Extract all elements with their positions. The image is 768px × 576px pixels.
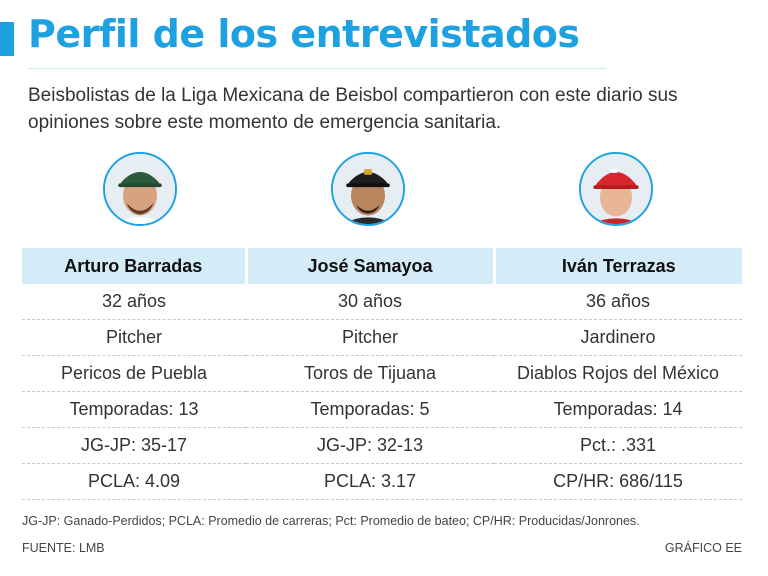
player-name-header: José Samayoa xyxy=(246,248,496,284)
table-row-seasons: Temporadas: 13 Temporadas: 5 Temporadas:… xyxy=(22,391,742,428)
table-row-position: Pitcher Pitcher Jardinero xyxy=(22,319,742,356)
stat-cell: JG-JP: 32-13 xyxy=(246,427,494,464)
player-photo-icon xyxy=(333,154,403,224)
player-name-header: Arturo Barradas xyxy=(22,248,248,284)
title-accent-bar xyxy=(0,22,14,56)
avatar-ivan-terrazas xyxy=(579,152,653,226)
player-photo-icon xyxy=(105,154,175,224)
table-row-stat2: PCLA: 4.09 PCLA: 3.17 CP/HR: 686/115 xyxy=(22,463,742,500)
intro-text: Beisbolistas de la Liga Mexicana de Beis… xyxy=(28,85,678,133)
seasons-cell: Temporadas: 13 xyxy=(22,391,246,428)
table-header-row: Arturo Barradas José Samayoa Iván Terraz… xyxy=(22,248,742,284)
position-cell: Pitcher xyxy=(246,319,494,356)
player-photos xyxy=(22,152,742,232)
title-divider xyxy=(28,68,606,69)
abbreviations-footnote: JG-JP: Ganado-Perdidos; PCLA: Promedio d… xyxy=(22,514,640,528)
avatar-jose-samayoa xyxy=(331,152,405,226)
table-row-stat1: JG-JP: 35-17 JG-JP: 32-13 Pct.: .331 xyxy=(22,427,742,464)
age-cell: 30 años xyxy=(246,284,494,320)
stat-cell: JG-JP: 35-17 xyxy=(22,427,246,464)
profiles-table: Arturo Barradas José Samayoa Iván Terraz… xyxy=(22,248,742,500)
player-photo-icon xyxy=(581,154,651,224)
stat-cell: CP/HR: 686/115 xyxy=(494,463,742,500)
player-name-header: Iván Terrazas xyxy=(494,248,742,284)
stat-cell: PCLA: 3.17 xyxy=(246,463,494,500)
table-row-age: 32 años 30 años 36 años xyxy=(22,284,742,320)
team-cell: Toros de Tijuana xyxy=(246,355,494,392)
table-row-team: Pericos de Puebla Toros de Tijuana Diabl… xyxy=(22,355,742,392)
stat-cell: PCLA: 4.09 xyxy=(22,463,246,500)
page-title: Perfil de los entrevistados xyxy=(28,12,580,56)
team-cell: Pericos de Puebla xyxy=(22,355,246,392)
age-cell: 36 años xyxy=(494,284,742,320)
source-label: FUENTE: LMB xyxy=(22,541,105,555)
seasons-cell: Temporadas: 14 xyxy=(494,391,742,428)
team-cell: Diablos Rojos del México xyxy=(494,355,742,392)
position-cell: Pitcher xyxy=(22,319,246,356)
age-cell: 32 años xyxy=(22,284,246,320)
graphic-credit: GRÁFICO EE xyxy=(664,541,742,555)
seasons-cell: Temporadas: 5 xyxy=(246,391,494,428)
stat-cell: Pct.: .331 xyxy=(494,427,742,464)
position-cell: Jardinero xyxy=(494,319,742,356)
avatar-arturo-barradas xyxy=(103,152,177,226)
